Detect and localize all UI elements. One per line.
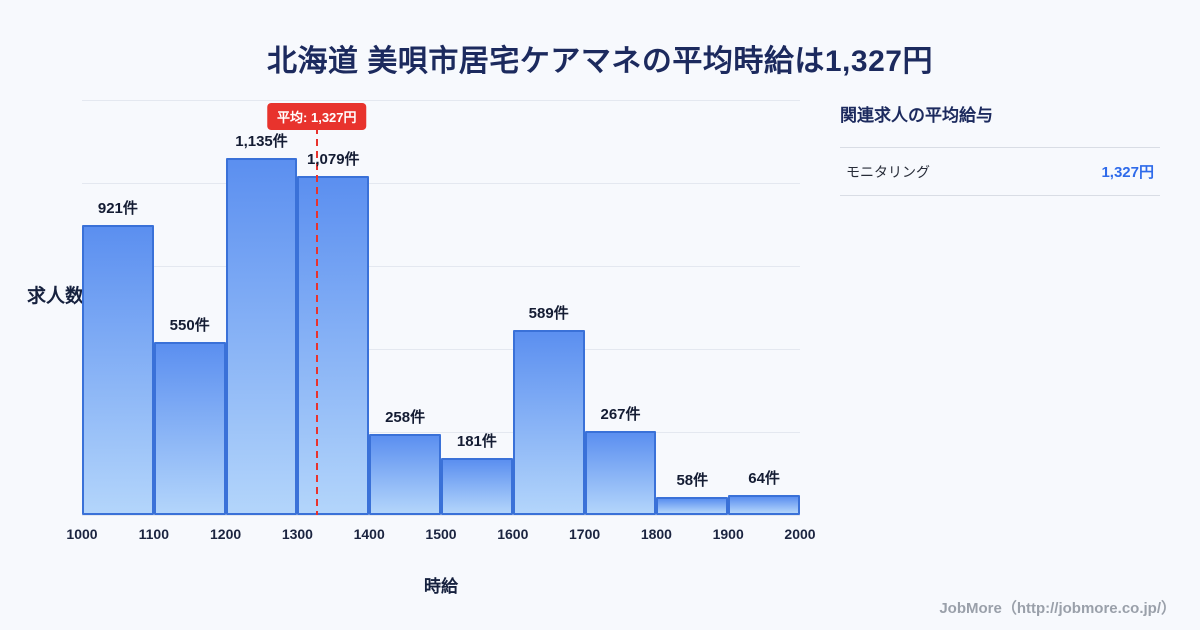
related-job-name: モニタリング — [846, 163, 930, 180]
gridline — [82, 349, 800, 350]
histogram-bar — [82, 225, 154, 515]
related-job-salary: 1,327円 — [1101, 164, 1154, 181]
bar-value-label: 550件 — [169, 317, 210, 335]
bar-value-label: 58件 — [676, 471, 709, 489]
bar-value-label: 1,079件 — [307, 150, 360, 168]
histogram-bar — [656, 496, 729, 515]
histogram-bar — [369, 433, 441, 515]
bar-value-label: 258件 — [385, 408, 426, 426]
side-panel-heading: 関連求人の平均給与 — [840, 106, 993, 125]
x-tick-label: 1700 — [569, 526, 601, 542]
gridline — [82, 266, 800, 267]
related-job-row: モニタリング 1,327円 — [840, 147, 1160, 196]
y-axis-label: 求人数 — [27, 286, 85, 307]
bar-value-label: 181件 — [456, 433, 497, 451]
x-tick-label: 1400 — [353, 526, 385, 542]
gridline — [82, 100, 800, 101]
x-tick-label: 1300 — [281, 526, 313, 542]
x-tick-label: 1800 — [640, 526, 672, 542]
histogram-bar — [728, 494, 800, 515]
histogram-bar — [512, 329, 585, 515]
x-tick-label: 1500 — [425, 526, 457, 542]
bar-value-label: 64件 — [748, 469, 780, 487]
x-tick-label: 1000 — [66, 526, 98, 542]
histogram-bar — [441, 458, 513, 515]
mean-line — [315, 127, 318, 515]
histogram-bar — [225, 158, 298, 515]
mean-badge: 平均: 1,327円 — [267, 103, 367, 130]
histogram-bar — [153, 342, 226, 515]
x-tick-label: 1900 — [712, 526, 744, 542]
x-tick-label: 2000 — [784, 526, 816, 542]
gridline — [82, 515, 800, 516]
bar-value-label: 921件 — [97, 200, 138, 218]
footer-credit: JobMore（http://jobmore.co.jp/） — [939, 600, 1176, 617]
histogram-bar — [297, 175, 370, 515]
page-title: 北海道 美唄市居宅ケアマネの平均時給は1,327円 — [267, 45, 933, 78]
x-axis-label: 時給 — [424, 577, 458, 596]
gridline — [82, 183, 800, 184]
x-tick-label: 1200 — [210, 526, 242, 542]
bar-value-label: 589件 — [528, 304, 569, 322]
bar-value-label: 1,135件 — [235, 133, 288, 151]
x-tick-label: 1600 — [497, 526, 529, 542]
plot-area: 平均: 1,327円 921件 550件 1,135件 1,079件 258件 181件 5… — [66, 100, 816, 542]
gridline — [82, 432, 800, 433]
histogram-bar — [584, 431, 657, 515]
x-tick-label: 1100 — [138, 526, 169, 542]
side-panel: 関連求人の平均給与 モニタリング 1,327円 — [840, 101, 1160, 196]
bar-value-label: 267件 — [600, 406, 641, 424]
